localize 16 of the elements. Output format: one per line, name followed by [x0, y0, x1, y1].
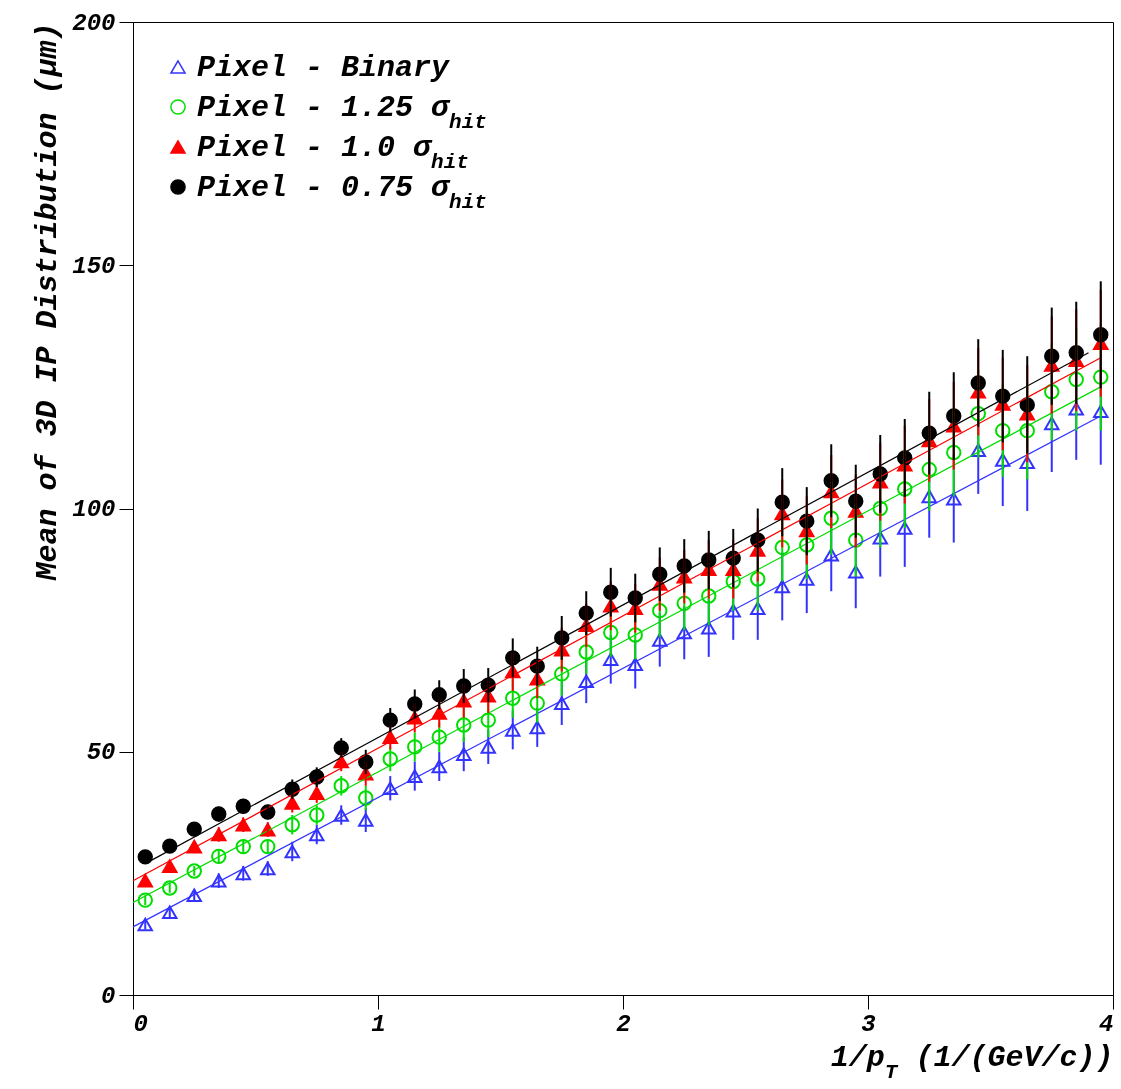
x-tick-label: 4 [1099, 1010, 1114, 1038]
x-tick-label: 3 [861, 1010, 876, 1038]
y-tick-label: 200 [72, 9, 116, 37]
x-tick-label: 0 [133, 1010, 148, 1038]
y-tick-label: 100 [72, 496, 116, 523]
y-tick-label: 150 [72, 252, 116, 280]
legend-label: Pixel - 0.75 σ$_{hit}$ [197, 171, 487, 214]
x-tick-label: 1 [371, 1010, 386, 1038]
y-tick-label: 50 [86, 739, 116, 767]
y-axis-title: Mean of 3D IP Distribution (μm) [31, 22, 66, 582]
legend-label: Pixel - 1.0 σ$_{hit}$ [197, 131, 469, 174]
x-axis-title: 1/p$_{T}$ (1/(GeV/c)) [830, 1040, 1114, 1083]
legend-label: Pixel - 1.25 σ$_{hit}$ [197, 91, 487, 134]
y-tick-label: 0 [101, 982, 116, 1010]
x-tick-label: 2 [616, 1010, 631, 1038]
legend-label: Pixel - Binary [197, 51, 451, 85]
